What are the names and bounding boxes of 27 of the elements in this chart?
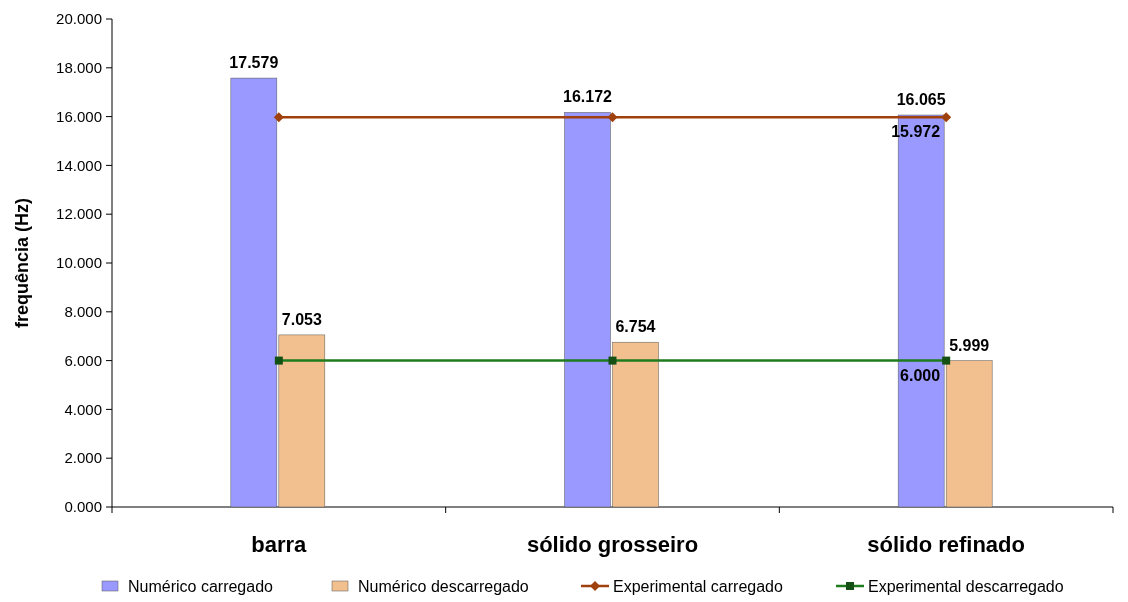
y-tick-label: 2.000: [64, 449, 102, 467]
legend-label: Experimental descarregado: [868, 578, 1064, 595]
data-label: 6.754: [615, 318, 656, 336]
y-axis-title: frequência (Hz): [12, 197, 32, 329]
data-label: 6.000: [900, 366, 941, 384]
data-label: 16.172: [563, 88, 613, 106]
y-tick-label: 20.000: [56, 10, 102, 28]
data-label: 15.972: [891, 123, 941, 141]
x-tick-label: sólido refinado: [867, 532, 1026, 557]
y-tick-label: 10.000: [56, 254, 102, 272]
y-tick-label: 14.000: [56, 156, 102, 174]
data-label: 16.065: [896, 91, 946, 109]
y-tick-label: 4.000: [64, 400, 102, 418]
y-tick-label: 8.000: [64, 303, 102, 321]
data-label: 7.053: [281, 310, 322, 328]
x-tick-label: barra: [251, 532, 308, 557]
y-tick-label: 0.000: [64, 498, 102, 516]
data-label: 5.999: [949, 336, 990, 354]
y-tick-label: 12.000: [56, 205, 102, 223]
legend-label: Numérico descarregado: [358, 578, 529, 595]
x-tick-label: sólido grosseiro: [526, 532, 699, 557]
legend-label: Experimental carregado: [613, 578, 783, 595]
y-tick-label: 6.000: [64, 351, 102, 369]
data-label: 17.579: [229, 54, 279, 72]
y-tick-label: 18.000: [56, 59, 102, 77]
y-tick-label: 16.000: [56, 107, 102, 125]
legend-label: Numérico carregado: [128, 578, 274, 595]
